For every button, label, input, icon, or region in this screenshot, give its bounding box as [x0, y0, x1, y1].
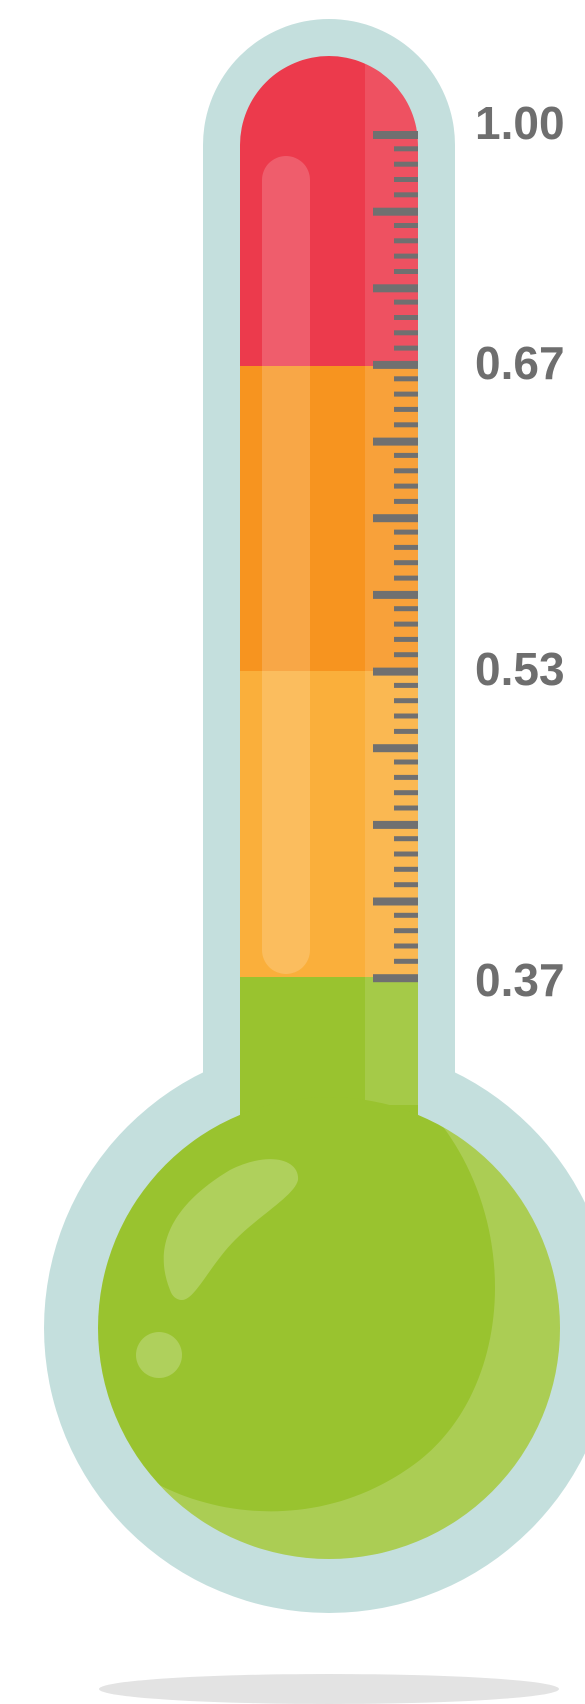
minor-tick [394, 713, 418, 719]
minor-tick [394, 728, 418, 734]
scale-label-1-00: 1.00 [475, 97, 565, 149]
major-tick [373, 437, 418, 446]
major-tick [373, 131, 418, 139]
minor-tick [394, 958, 418, 964]
minor-tick [394, 422, 418, 428]
minor-tick [394, 315, 418, 320]
minor-tick [394, 912, 418, 918]
minor-tick [394, 606, 418, 612]
minor-tick [394, 682, 418, 688]
minor-tick [394, 238, 418, 244]
minor-tick [394, 161, 418, 167]
minor-tick [394, 636, 418, 642]
minor-tick [394, 652, 418, 658]
minor-tick [394, 345, 418, 351]
major-tick [373, 667, 418, 676]
scale-label-0-53: 0.53 [475, 643, 565, 695]
minor-tick [394, 146, 418, 152]
scale-label-0-37: 0.37 [475, 954, 565, 1006]
minor-tick [394, 698, 418, 704]
floor-shadow [99, 1674, 559, 1704]
minor-tick [394, 529, 418, 535]
minor-tick [394, 299, 418, 305]
major-tick [373, 284, 418, 293]
major-tick [373, 514, 418, 523]
minor-tick [394, 882, 418, 888]
minor-tick [394, 544, 418, 550]
minor-tick [394, 836, 418, 842]
minor-tick [394, 805, 418, 811]
minor-tick [394, 269, 418, 274]
minor-tick [394, 575, 418, 581]
minor-tick [394, 406, 418, 412]
bulb-shine [163, 1159, 299, 1300]
minor-tick [394, 943, 418, 949]
major-tick [373, 744, 418, 753]
major-tick [373, 974, 418, 983]
minor-tick [394, 452, 418, 458]
major-tick [373, 207, 418, 216]
green-band [240, 977, 418, 1115]
tube-fill [240, 56, 418, 1115]
minor-tick [394, 621, 418, 627]
minor-tick [394, 391, 418, 397]
minor-tick [394, 468, 418, 474]
minor-tick [394, 498, 418, 504]
minor-tick [394, 330, 418, 336]
graduation-ticks [373, 131, 418, 983]
thermometer-bulb [98, 1097, 560, 1559]
minor-tick [394, 928, 418, 934]
minor-tick [394, 192, 418, 198]
major-tick [373, 897, 418, 906]
minor-tick [394, 851, 418, 857]
major-tick [373, 820, 418, 829]
bulb-shine-dot [136, 1332, 182, 1378]
minor-tick [394, 223, 418, 228]
scale-label-0-67: 0.67 [475, 337, 565, 389]
tube-glass-highlight [262, 156, 310, 974]
minor-tick [394, 253, 418, 259]
minor-tick [394, 376, 418, 382]
minor-tick [394, 483, 418, 489]
minor-tick [394, 560, 418, 566]
minor-tick [394, 759, 418, 765]
minor-tick [394, 774, 418, 780]
minor-tick [394, 177, 418, 182]
minor-tick [394, 790, 418, 796]
major-tick [373, 590, 418, 599]
major-tick [373, 360, 418, 369]
minor-tick [394, 866, 418, 872]
